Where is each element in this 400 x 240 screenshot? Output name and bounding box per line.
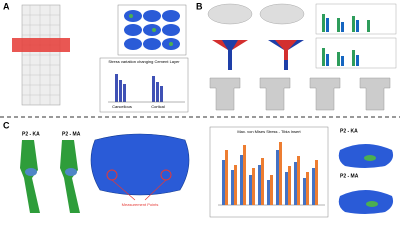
contour-grid [117,4,187,56]
model-label: P2 - KA [22,131,40,137]
chart-title: Max. von Mises Stress - Tibia Insert [237,129,301,134]
panel-b: B [196,1,397,111]
panel-c: C P2 - KA P2 - MA Measurement Points Max… [3,120,394,218]
model-label: P2 - MA [62,131,81,137]
annotation: Measurement Points [122,202,159,207]
stress-chart: Stress variation changing Cement Layer C… [99,57,189,113]
stress-chart: Max. von Mises Stress - Tibia Insert [209,126,329,218]
category-label: Cancellous [112,104,132,109]
knee-models [209,77,391,111]
panel-label: C [3,120,10,130]
figure: A Stress variation changing Cement Layer… [0,1,400,218]
small-charts [315,3,397,69]
model-label: P2 - MA [340,173,359,179]
panel-a: A Stress variation changing Cement Layer… [3,1,189,113]
panel-label: A [3,1,10,11]
panel-label: B [196,1,203,11]
model-label: P2 - KA [340,128,358,134]
category-label: Cortical [151,104,165,109]
chart-title: Stress variation changing Cement Layer [108,59,180,64]
tibia-mesh [12,4,70,106]
